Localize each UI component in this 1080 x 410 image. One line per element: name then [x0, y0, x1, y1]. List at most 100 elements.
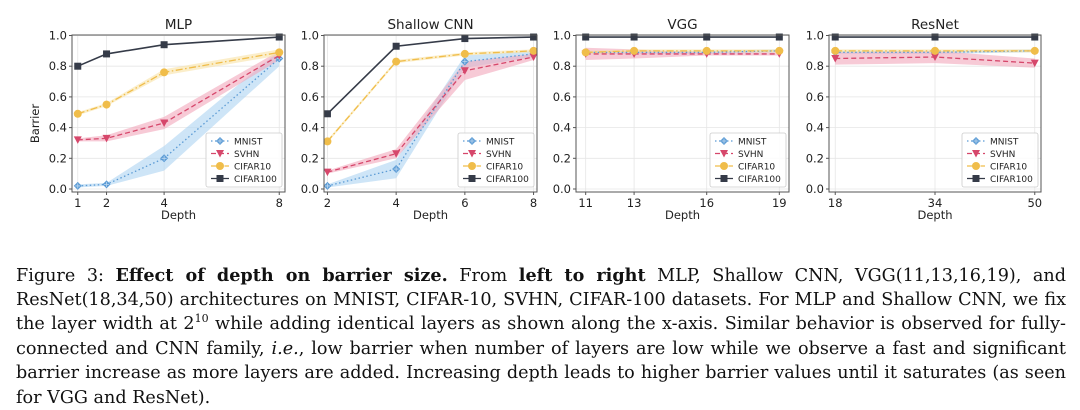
data-point-cifar10: [529, 46, 538, 55]
data-point-cifar100: [582, 33, 590, 41]
data-point-cifar10: [630, 46, 639, 55]
data-point-mnist-plus: [324, 183, 330, 189]
x-tick-label: 1: [74, 196, 81, 210]
x-tick-label: 4: [392, 196, 399, 210]
data-point-svhn: [160, 119, 169, 127]
data-point-cifar100: [103, 50, 111, 58]
data-point-cifar10: [102, 100, 111, 109]
legend-marker-svhn: [216, 150, 224, 158]
legend-marker-svhn: [468, 150, 476, 158]
data-point-svhn: [529, 53, 538, 61]
legend-label-cifar100: CIFAR100: [486, 175, 529, 185]
legend: MNIST SVHN CIFAR10 CIFAR100: [709, 132, 787, 188]
data-point-svhn: [831, 55, 840, 63]
figure: 0.0 0.2 0.4 0.6 0.8 1.0 1 2 4 8 MLP Depth Barrier MNI…: [28, 17, 1042, 222]
data-point-cifar10: [73, 109, 82, 118]
series-line-mnist: [327, 53, 534, 187]
data-point-cifar100: [74, 62, 82, 70]
x-tick-label: 8: [276, 196, 283, 210]
caption-title: Effect of depth on barrier size.: [115, 264, 448, 286]
caption-ie: i.e.: [271, 338, 299, 359]
y-tick-label: 0.6: [301, 90, 319, 104]
legend-label-svhn: SVHN: [738, 150, 763, 160]
legend: MNIST SVHN CIFAR10 CIFAR100: [457, 132, 535, 188]
data-point-cifar100: [775, 33, 783, 41]
data-point-svhn: [1030, 59, 1039, 68]
legend-label-svhn: SVHN: [234, 150, 259, 160]
plot-frame: [323, 34, 538, 193]
y-tick-label: 0.6: [553, 90, 571, 104]
x-tick-label: 2: [103, 196, 110, 210]
data-point-cifar10: [323, 137, 332, 146]
y-tick-label: 0.0: [553, 182, 571, 196]
data-point-mnist-plus: [161, 155, 167, 161]
x-axis-label: Depth: [665, 208, 700, 222]
x-axis-label: Depth: [161, 208, 196, 222]
legend-label-mnist: MNIST: [486, 138, 515, 148]
legend-marker-cifar100: [720, 175, 728, 182]
data-point-cifar10: [275, 48, 284, 57]
caption-label: Figure 3:: [16, 265, 104, 286]
data-point-cifar10: [160, 68, 169, 77]
y-tick-label: 0.4: [49, 121, 67, 135]
figure-canvas: 0.0 0.2 0.4 0.6 0.8 1.0 1 2 4 8 MLP Depth Barrier MNI…: [28, 17, 1042, 222]
data-point-svhn: [323, 168, 332, 177]
data-point-svhn: [460, 67, 469, 75]
y-tick-label: 0.8: [806, 59, 824, 73]
series-line-svhn: [77, 54, 280, 141]
data-point-cifar10: [775, 46, 784, 55]
x-axis-label: Depth: [917, 208, 952, 222]
data-point-cifar100: [530, 33, 538, 41]
data-point-cifar100: [160, 41, 168, 49]
data-point-cifar10: [831, 46, 840, 55]
legend-label-svhn: SVHN: [486, 150, 511, 160]
data-point-cifar10: [460, 49, 469, 58]
data-point-cifar100: [703, 33, 711, 41]
y-tick-label: 1.0: [806, 29, 824, 43]
legend-marker-cifar100: [216, 175, 224, 182]
chart-panel-3: 0.0 0.2 0.4 0.6 0.8 1.0 18 34 50 ResNet Depth MNIST…: [806, 17, 1042, 222]
series-line-mnist: [585, 50, 780, 54]
x-tick-label: 6: [461, 196, 468, 210]
legend-label-cifar100: CIFAR100: [738, 175, 781, 185]
chart-title: ResNet: [911, 17, 959, 33]
chart-title: MLP: [165, 17, 192, 33]
data-point-cifar100: [931, 33, 939, 41]
data-point-cifar10: [931, 46, 939, 55]
data-point-svhn: [73, 136, 82, 144]
y-axis-label: Barrier: [28, 104, 42, 143]
chart-panel-1: 0.0 0.2 0.4 0.6 0.8 1.0 2 4 6 8 Shallow CNN Depth MN…: [301, 17, 538, 222]
data-point-cifar100: [630, 33, 638, 41]
series-line-cifar10: [77, 51, 280, 115]
series-line-cifar100: [77, 36, 280, 67]
legend-marker-mnist-plus: [217, 138, 223, 144]
legend-label-mnist: MNIST: [234, 138, 263, 148]
data-point-cifar100: [392, 42, 400, 50]
y-tick-label: 0.8: [49, 59, 67, 73]
x-tick-label: 13: [627, 196, 642, 210]
y-tick-label: 0.8: [301, 59, 319, 73]
legend-marker-mnist-plus: [973, 138, 979, 144]
data-point-cifar10: [702, 46, 711, 55]
series-line-svhn: [327, 56, 534, 173]
legend-label-mnist: MNIST: [990, 138, 1019, 148]
x-tick-label: 34: [928, 196, 943, 210]
x-tick-label: 16: [699, 196, 714, 210]
y-tick-label: 0.2: [49, 151, 67, 165]
y-tick-label: 0.4: [301, 121, 319, 135]
caption-text-3: while adding identical layers as shown a…: [16, 314, 1066, 359]
data-point-mnist-plus: [75, 183, 81, 189]
data-point-cifar10: [581, 48, 590, 57]
data-point-cifar10: [1030, 46, 1039, 55]
legend: MNIST SVHN CIFAR10 CIFAR100: [205, 132, 283, 188]
data-point-cifar100: [461, 35, 469, 43]
legend-marker-cifar10: [468, 162, 476, 170]
legend-box: [709, 132, 787, 188]
data-point-cifar100: [323, 110, 331, 118]
data-point-mnist-plus: [104, 181, 110, 187]
series-line-mnist: [77, 58, 280, 187]
plot-frame: [575, 34, 790, 193]
caption-text-4: , low barrier when number of layers are …: [16, 338, 1066, 408]
caption-text-1: From: [447, 265, 519, 286]
series-line-mnist: [835, 50, 1035, 54]
